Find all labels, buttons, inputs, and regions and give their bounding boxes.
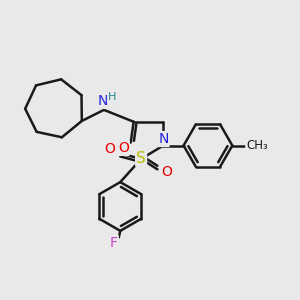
Text: O: O bbox=[161, 165, 172, 179]
Text: F: F bbox=[110, 236, 118, 250]
Text: CH₃: CH₃ bbox=[246, 139, 268, 152]
Text: N: N bbox=[97, 94, 108, 108]
Text: O: O bbox=[118, 141, 129, 155]
Text: N: N bbox=[158, 132, 169, 146]
Text: S: S bbox=[136, 151, 146, 166]
Text: H: H bbox=[108, 92, 116, 102]
Text: O: O bbox=[104, 142, 115, 156]
